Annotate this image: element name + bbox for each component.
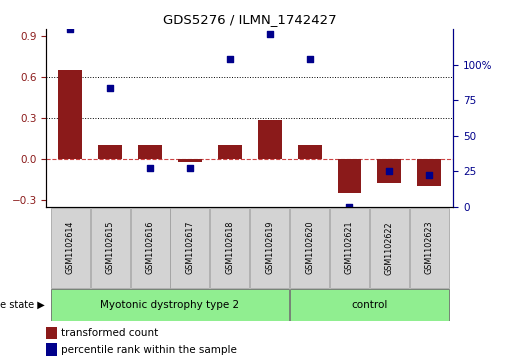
FancyBboxPatch shape bbox=[51, 208, 90, 288]
FancyBboxPatch shape bbox=[91, 208, 130, 288]
Text: GSM1102621: GSM1102621 bbox=[345, 221, 354, 274]
Point bbox=[425, 172, 434, 178]
Text: GSM1102615: GSM1102615 bbox=[106, 221, 115, 274]
Text: Myotonic dystrophy type 2: Myotonic dystrophy type 2 bbox=[100, 300, 239, 310]
Point bbox=[385, 168, 393, 174]
FancyBboxPatch shape bbox=[170, 208, 210, 288]
Text: GSM1102614: GSM1102614 bbox=[66, 221, 75, 274]
Bar bbox=[218, 145, 242, 159]
Text: disease state ▶: disease state ▶ bbox=[0, 300, 44, 310]
Bar bbox=[337, 159, 362, 193]
Bar bbox=[46, 343, 57, 356]
Point bbox=[305, 56, 314, 62]
Bar bbox=[46, 327, 57, 339]
Text: GSM1102618: GSM1102618 bbox=[226, 221, 234, 274]
Bar bbox=[258, 120, 282, 159]
FancyBboxPatch shape bbox=[51, 289, 289, 321]
FancyBboxPatch shape bbox=[290, 289, 449, 321]
Text: percentile rank within the sample: percentile rank within the sample bbox=[61, 344, 236, 355]
Text: GSM1102619: GSM1102619 bbox=[265, 221, 274, 274]
Point bbox=[106, 85, 114, 91]
Point bbox=[266, 32, 274, 37]
Point bbox=[186, 165, 194, 171]
Bar bbox=[377, 159, 401, 183]
Bar bbox=[417, 159, 441, 186]
Point bbox=[66, 26, 74, 32]
Bar bbox=[98, 145, 122, 159]
FancyBboxPatch shape bbox=[330, 208, 369, 288]
Point bbox=[346, 204, 354, 210]
FancyBboxPatch shape bbox=[410, 208, 449, 288]
Text: transformed count: transformed count bbox=[61, 328, 158, 338]
Point bbox=[226, 56, 234, 62]
Text: GSM1102620: GSM1102620 bbox=[305, 221, 314, 274]
Text: control: control bbox=[351, 300, 388, 310]
Bar bbox=[178, 159, 202, 163]
Title: GDS5276 / ILMN_1742427: GDS5276 / ILMN_1742427 bbox=[163, 13, 337, 26]
Bar bbox=[58, 70, 82, 159]
Text: GSM1102622: GSM1102622 bbox=[385, 221, 394, 274]
Point bbox=[146, 165, 154, 171]
Bar bbox=[298, 145, 321, 159]
Text: GSM1102616: GSM1102616 bbox=[146, 221, 154, 274]
Text: GSM1102623: GSM1102623 bbox=[425, 221, 434, 274]
FancyBboxPatch shape bbox=[370, 208, 409, 288]
FancyBboxPatch shape bbox=[130, 208, 169, 288]
Bar bbox=[138, 145, 162, 159]
Text: GSM1102617: GSM1102617 bbox=[185, 221, 195, 274]
FancyBboxPatch shape bbox=[290, 208, 329, 288]
FancyBboxPatch shape bbox=[210, 208, 249, 288]
FancyBboxPatch shape bbox=[250, 208, 289, 288]
